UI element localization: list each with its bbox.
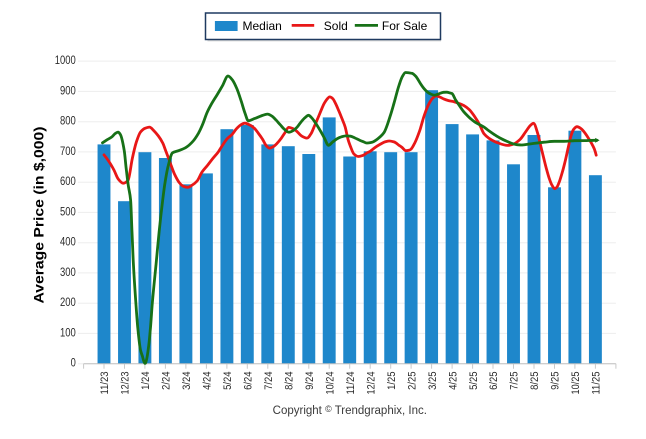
svg-text:10/25: 10/25 [570,372,582,395]
svg-text:7/25: 7/25 [509,372,521,390]
svg-text:2/24: 2/24 [161,372,173,390]
svg-text:For Sale: For Sale [382,19,428,33]
svg-text:11/25: 11/25 [591,372,603,395]
svg-text:200: 200 [60,297,76,309]
svg-text:Average Price (in $,000): Average Price (in $,000) [31,127,47,304]
svg-text:4/25: 4/25 [447,372,459,390]
svg-text:5/25: 5/25 [468,372,480,390]
svg-text:7/24: 7/24 [263,372,275,390]
svg-text:500: 500 [60,206,76,218]
svg-text:2/25: 2/25 [406,372,418,390]
svg-text:12/23: 12/23 [120,372,132,395]
svg-text:3/25: 3/25 [427,372,439,390]
svg-text:100: 100 [60,327,76,339]
svg-text:5/24: 5/24 [222,372,234,390]
svg-text:1/25: 1/25 [386,372,398,390]
svg-text:12/24: 12/24 [365,372,377,395]
svg-text:1000: 1000 [55,55,76,67]
svg-text:3/24: 3/24 [181,372,193,390]
svg-text:6/24: 6/24 [243,372,255,390]
svg-text:4/24: 4/24 [202,372,214,390]
svg-text:6/25: 6/25 [488,372,500,390]
svg-text:400: 400 [60,237,76,249]
svg-text:Median: Median [243,19,282,33]
svg-text:11/23: 11/23 [99,372,111,395]
svg-text:0: 0 [71,358,76,370]
svg-text:8/25: 8/25 [529,372,541,390]
svg-text:600: 600 [60,176,76,188]
svg-text:300: 300 [60,267,76,279]
svg-text:Sold: Sold [324,19,348,33]
svg-text:9/24: 9/24 [304,372,316,390]
svg-text:800: 800 [60,116,76,128]
svg-text:10/24: 10/24 [324,372,336,395]
svg-text:700: 700 [60,146,76,158]
svg-text:900: 900 [60,85,76,97]
svg-text:8/24: 8/24 [284,372,296,390]
svg-text:9/25: 9/25 [550,372,562,390]
svg-text:11/24: 11/24 [345,372,357,395]
svg-text:1/24: 1/24 [140,372,152,390]
svg-text:Copyright © Trendgraphix, Inc.: Copyright © Trendgraphix, Inc. [273,404,427,417]
